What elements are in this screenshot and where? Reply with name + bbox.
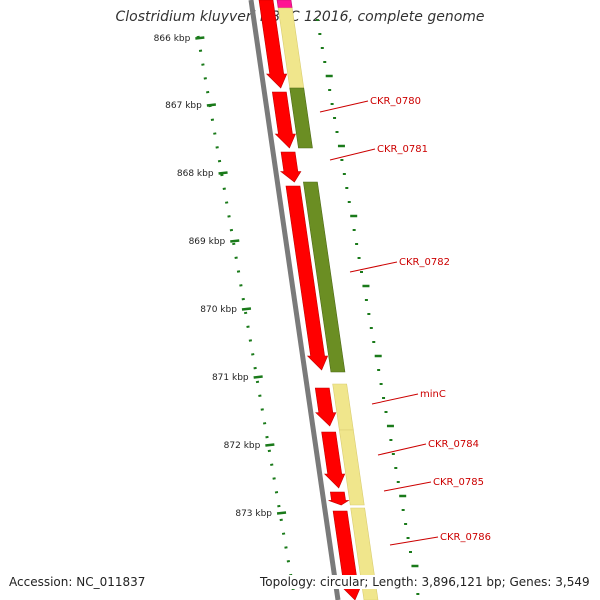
gene-label[interactable]: CKR_0786	[440, 532, 491, 543]
accession-text: Accession: NC_011837	[9, 575, 146, 589]
gene-arrow[interactable]	[279, 151, 302, 183]
cog-segment[interactable]	[289, 87, 313, 149]
gene-label[interactable]: minC	[420, 389, 446, 400]
outer-tick-marks	[315, 19, 420, 595]
gene-arrow[interactable]	[271, 91, 296, 149]
cog-segment[interactable]	[332, 383, 354, 431]
ruler-tick-label: 872 kbp	[224, 441, 261, 451]
ruler-tick-label: 866 kbp	[154, 34, 191, 44]
gene-label[interactable]: CKR_0784	[428, 439, 479, 450]
ruler-tick-label: 869 kbp	[189, 237, 226, 247]
cog-segment[interactable]	[303, 181, 346, 373]
gene-track	[258, 0, 362, 600]
gene-arrow[interactable]	[314, 387, 337, 427]
gene-label[interactable]: CKR_0782	[399, 257, 450, 268]
ruler-tick	[230, 239, 240, 243]
ruler-tick	[195, 36, 205, 40]
gene-leader-line	[377, 443, 427, 456]
map-title: Clostridium kluyveri NBRC 12016, complet…	[115, 9, 485, 25]
ruler-tick	[276, 511, 287, 515]
gene-label[interactable]: CKR_0781	[377, 144, 428, 155]
cog-segment[interactable]	[276, 0, 293, 9]
gene-arrow[interactable]	[258, 0, 288, 89]
ruler-tick-label: 867 kbp	[165, 101, 202, 111]
cog-track	[276, 0, 379, 600]
gene-leader-line	[319, 100, 369, 113]
ruler-ticks	[195, 36, 287, 515]
gene-arrow[interactable]	[328, 491, 350, 506]
ruler-tick	[241, 307, 252, 311]
gene-label[interactable]: CKR_0785	[433, 477, 484, 488]
ruler-tick	[218, 171, 228, 175]
ruler-tick-labels: 866 kbp 867 kbp 868 kbp 869 kbp 870 kbp …	[154, 34, 273, 519]
gene-leader-line	[349, 261, 398, 273]
gene-arrow[interactable]	[285, 185, 329, 371]
gene-labels: CKR_0780 CKR_0781 CKR_0782 minC CKR_0784…	[370, 96, 491, 543]
gene-leader-line	[383, 481, 432, 492]
gene-label[interactable]: CKR_0780	[370, 96, 421, 107]
ruler-tick-label: 873 kbp	[235, 509, 272, 519]
ruler-tick	[265, 443, 275, 447]
cog-segment[interactable]	[339, 429, 365, 506]
ruler-tick	[206, 103, 217, 107]
gene-arrow[interactable]	[321, 431, 346, 489]
gene-leader-line	[389, 536, 439, 546]
ruler-tick-label: 871 kbp	[212, 373, 249, 383]
ruler-tick-label: 868 kbp	[177, 169, 214, 179]
genome-backbone	[248, 0, 341, 600]
gene-leader-line	[329, 148, 376, 161]
ruler-tick-label: 870 kbp	[200, 305, 237, 315]
genome-info-text: Topology: circular; Length: 3,896,121 bp…	[250, 575, 590, 589]
gene-leader-line	[371, 393, 419, 405]
gene-leader-lines	[319, 100, 439, 546]
ruler-tick	[253, 375, 263, 379]
